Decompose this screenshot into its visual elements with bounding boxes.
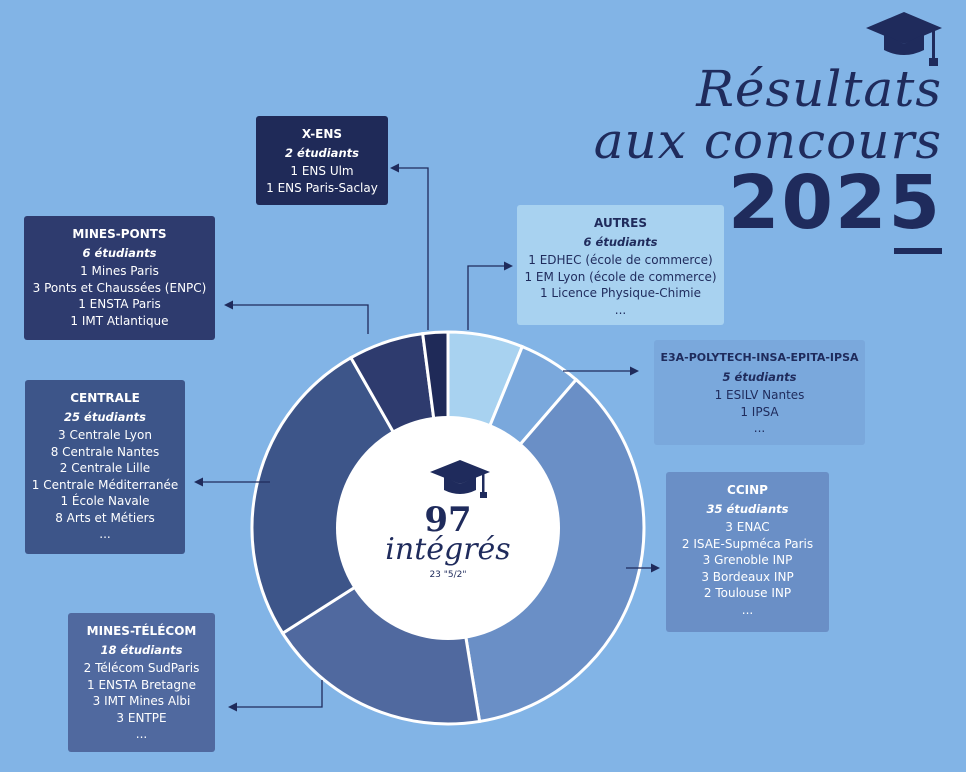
arrowhead-centrale [194, 477, 203, 487]
box-line: 3 Bordeaux INP [701, 569, 794, 584]
box-line: 1 IMT Atlantique [70, 313, 169, 328]
box-line: 1 IPSA [740, 404, 779, 419]
box-title: MINES-TÉLÉCOM [86, 624, 197, 638]
box-title: AUTRES [594, 216, 647, 230]
donut-hole [336, 416, 560, 640]
box-line: 8 Centrale Nantes [50, 444, 160, 459]
connector-xens [398, 167, 429, 330]
box-line: 2 Télécom SudParis [83, 661, 200, 675]
arrowhead-mines-ponts [224, 300, 233, 310]
box-ccinp: CCINP 35 étudiants 3 ENAC 2 ISAE-Supméca… [666, 472, 829, 632]
box-title: CCINP [727, 483, 768, 497]
box-line: 3 Grenoble INP [702, 553, 793, 567]
box-centrale: CENTRALE 25 étudiants 3 Centrale Lyon 8 … [25, 380, 185, 554]
total-count: 97 [424, 500, 472, 540]
box-line: 2 Toulouse INP [703, 586, 792, 600]
box-line: 3 Centrale Lyon [58, 428, 152, 442]
title-underline [894, 248, 942, 254]
box-line: 1 Mines Paris [80, 264, 159, 278]
box-line: 1 EM Lyon (école de commerce) [524, 269, 717, 284]
box-title: CENTRALE [70, 391, 140, 405]
box-line: 1 ENSTA Paris [78, 297, 161, 311]
box-line: 1 ENS Paris-Saclay [266, 180, 378, 195]
arrowhead-ccinp [651, 563, 660, 573]
box-count: 6 étudiants [583, 234, 658, 249]
box-title: E3A-POLYTECH-INSA-EPITA-IPSA [660, 351, 859, 364]
box-line: 1 École Navale [60, 494, 150, 508]
box-line: 1 EDHEC (école de commerce) [528, 253, 713, 267]
title-line-1: Résultats [696, 60, 942, 118]
box-mines-ponts: MINES-PONTS 6 étudiants 1 Mines Paris 3 … [24, 216, 215, 340]
box-count: 6 étudiants [82, 245, 157, 260]
box-line: 8 Arts et Métiers [55, 510, 155, 525]
box-line: ... [99, 527, 111, 541]
title-year: 2025 [728, 160, 942, 246]
box-title: X-ENS [301, 127, 343, 141]
box-count: 5 étudiants [722, 369, 797, 384]
connector-mines-ponts [232, 304, 369, 334]
graduation-cap-icon [866, 12, 942, 66]
box-autres: AUTRES 6 étudiants 1 EDHEC (école de com… [517, 205, 724, 325]
box-mines-telecom: MINES-TÉLÉCOM 18 étudiants 2 Télécom Sud… [68, 613, 215, 752]
box-title: MINES-PONTS [72, 227, 167, 241]
box-line: 1 Licence Physique-Chimie [539, 286, 702, 300]
box-line: 3 IMT Mines Albi [92, 694, 191, 708]
box-line: 2 Centrale Lille [59, 461, 151, 475]
arrowhead-xens [390, 163, 399, 173]
box-count: 2 étudiants [285, 145, 359, 160]
box-count: 35 étudiants [706, 501, 789, 516]
box-e3a: E3A-POLYTECH-INSA-EPITA-IPSA 5 étudiants… [654, 340, 865, 445]
box-line: 2 ISAE-Supméca Paris [681, 536, 814, 551]
arrowhead-e3a [630, 366, 639, 376]
total-label: intégrés [385, 532, 511, 567]
box-line: ... [614, 302, 627, 317]
box-count: 18 étudiants [100, 642, 183, 657]
box-line: 1 ESILV Nantes [714, 388, 805, 402]
box-line: ... [135, 727, 148, 741]
box-line: 3 ENTPE [116, 710, 167, 725]
arrowhead-autres [504, 261, 513, 271]
graduation-cap-icon [430, 460, 490, 498]
arrowhead-mines-telecom [228, 702, 237, 712]
box-line: 3 Ponts et Chaussées (ENPC) [32, 280, 207, 295]
box-line: 1 ENS Ulm [290, 164, 354, 178]
title-line-2: aux concours [593, 112, 942, 170]
box-line: 3 ENAC [725, 520, 770, 534]
box-line: 1 Centrale Méditerranée [31, 477, 179, 492]
total-sub: 23 "5/2" [429, 570, 467, 580]
box-line: 1 ENSTA Bretagne [87, 677, 196, 692]
box-line: ... [753, 421, 766, 435]
box-xens: X-ENS 2 étudiants 1 ENS Ulm 1 ENS Paris-… [256, 116, 388, 205]
connector-autres [467, 265, 505, 330]
box-line: ... [741, 602, 754, 617]
box-count: 25 étudiants [64, 409, 146, 424]
connector-mines-telecom [236, 680, 323, 708]
